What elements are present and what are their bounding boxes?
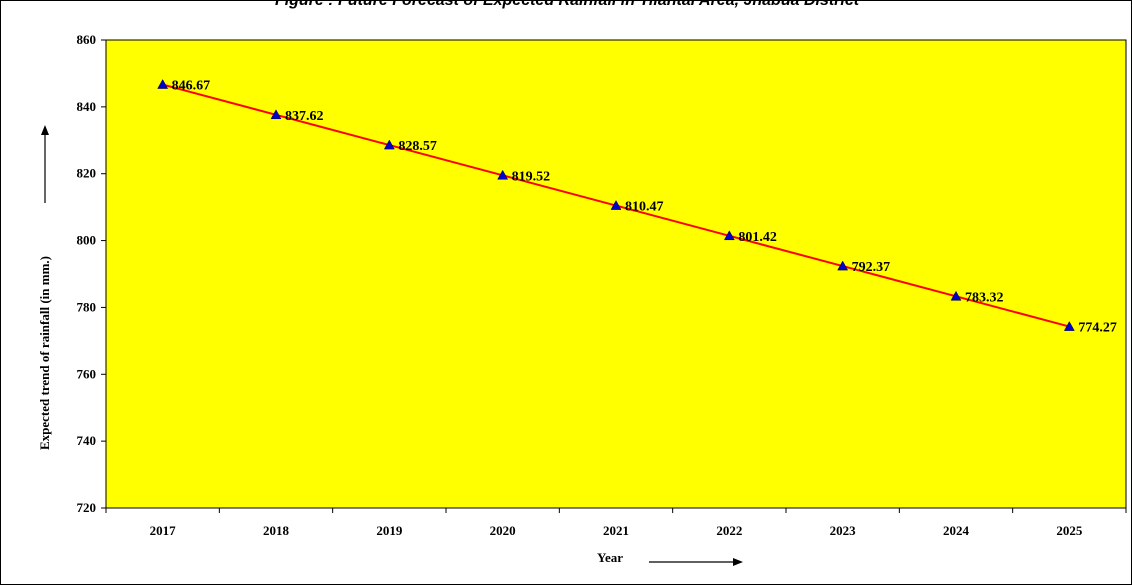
y-tick-label: 860 bbox=[77, 32, 97, 47]
x-axis-arrow-head bbox=[733, 558, 743, 566]
y-axis-arrow-head bbox=[41, 125, 49, 135]
x-tick-label: 2021 bbox=[603, 523, 629, 538]
x-tick-label: 2017 bbox=[150, 523, 177, 538]
series-group: 846.67 837.62 828.57 819.52 810.47 801.42 792.… bbox=[157, 79, 1117, 336]
y-tick-label: 760 bbox=[77, 366, 97, 381]
x-tick-label: 2018 bbox=[263, 523, 290, 538]
y-axis: 720 740 760 780 800 820 840 860 bbox=[77, 32, 106, 515]
data-point-marker bbox=[723, 230, 735, 241]
y-tick-label: 720 bbox=[77, 500, 97, 515]
x-tick-label: 2020 bbox=[490, 523, 516, 538]
chart-title: Figure : Future Forecast of Expected Rai… bbox=[274, 0, 860, 9]
y-tick-label: 820 bbox=[77, 166, 97, 181]
data-point-marker bbox=[950, 290, 962, 301]
x-axis: 2017 2018 2019 2020 2021 2022 2023 2024 2025 bbox=[105, 508, 1127, 538]
y-axis-label: Expected trend of rainfall (in mm.) bbox=[37, 255, 52, 451]
data-label: 837.62 bbox=[285, 109, 324, 124]
data-point-marker bbox=[157, 79, 169, 89]
x-axis-label: Year bbox=[597, 550, 623, 565]
data-label: 783.32 bbox=[965, 290, 1004, 305]
data-point-marker bbox=[383, 139, 395, 150]
x-tick-label: 2019 bbox=[376, 523, 403, 538]
data-point-marker bbox=[270, 109, 282, 120]
data-point-marker bbox=[497, 169, 509, 180]
x-tick-label: 2024 bbox=[943, 523, 970, 538]
data-point-marker bbox=[610, 200, 622, 210]
y-tick-label: 800 bbox=[77, 233, 97, 248]
data-label: 846.67 bbox=[172, 79, 211, 94]
x-tick-label: 2022 bbox=[716, 523, 742, 538]
y-tick-label: 740 bbox=[77, 433, 97, 448]
data-point-marker bbox=[837, 260, 849, 271]
data-label: 810.47 bbox=[625, 200, 664, 215]
y-tick-label: 780 bbox=[77, 299, 97, 314]
x-tick-label: 2023 bbox=[830, 523, 857, 538]
data-point-marker bbox=[1063, 321, 1075, 331]
data-label: 792.37 bbox=[852, 260, 891, 275]
data-label: 774.27 bbox=[1078, 321, 1117, 336]
data-label: 801.42 bbox=[738, 230, 777, 245]
data-label: 828.57 bbox=[398, 139, 437, 154]
data-label: 819.52 bbox=[512, 169, 550, 184]
axis-arrows bbox=[41, 125, 743, 566]
x-tick-label: 2025 bbox=[1056, 523, 1083, 538]
y-tick-label: 840 bbox=[77, 99, 97, 114]
